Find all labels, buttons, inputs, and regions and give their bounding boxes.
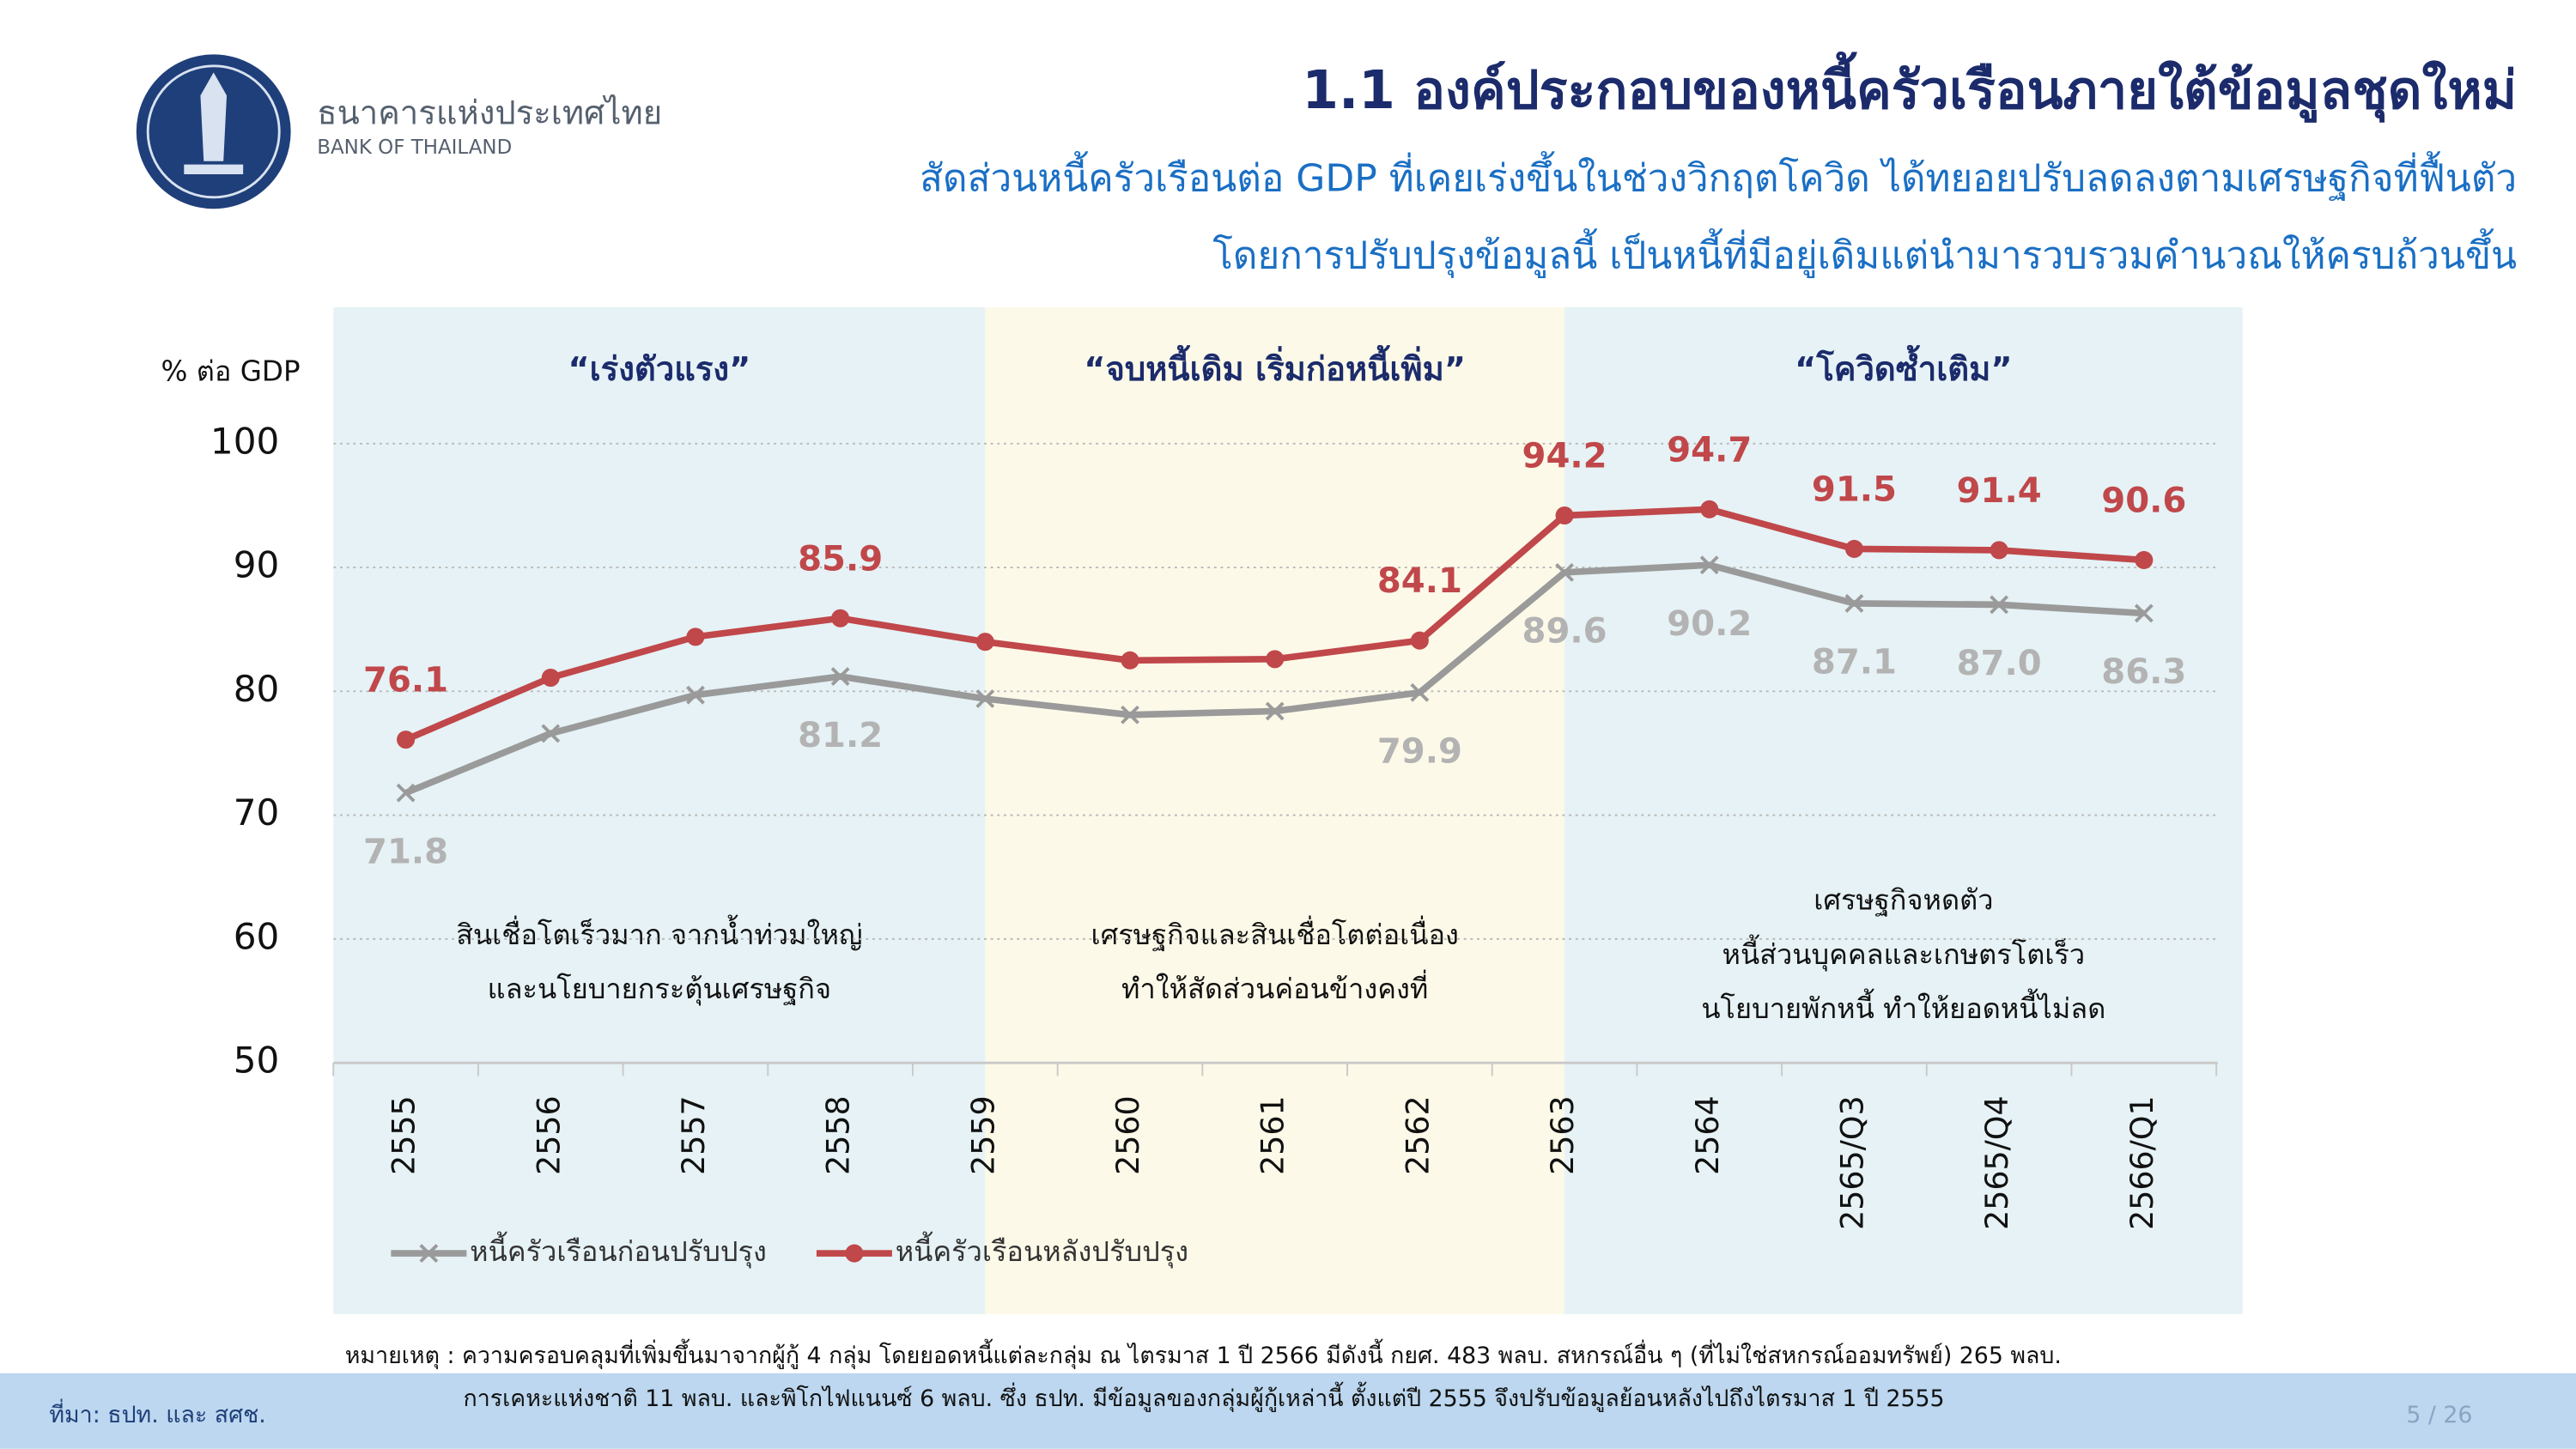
period-note: เศรษฐกิจและสินเชื่อโตต่อเนื่อง bbox=[1091, 915, 1458, 952]
subtitle: โดยการปรับปรุงข้อมูลนี้ เป็นหนี้ที่มีอยู… bbox=[1212, 228, 2517, 279]
period-band bbox=[1564, 307, 2243, 1314]
legend-label: หนี้ครัวเรือนหลังปรับปรุง bbox=[896, 1231, 1188, 1269]
data-label: 89.6 bbox=[1522, 612, 1607, 652]
x-tick-label: 2563 bbox=[1544, 1095, 1581, 1175]
y-tick-label: 50 bbox=[234, 1040, 280, 1082]
bank-name-th: ธนาคารแห่งประเทศไทย bbox=[317, 94, 662, 133]
x-tick-label: 2565/Q3 bbox=[1833, 1095, 1870, 1229]
data-label: 90.2 bbox=[1667, 604, 1752, 644]
point bbox=[1990, 595, 2009, 615]
point bbox=[1121, 705, 1139, 724]
data-label: 91.5 bbox=[1812, 470, 1897, 509]
x-tick-label: 2561 bbox=[1255, 1095, 1291, 1175]
data-label: 94.7 bbox=[1667, 430, 1752, 470]
x-tick-label: 2562 bbox=[1399, 1095, 1436, 1175]
data-label: 71.8 bbox=[363, 832, 448, 871]
legend-marker bbox=[845, 1244, 864, 1263]
data-label: 84.1 bbox=[1377, 561, 1462, 601]
logo-ring bbox=[146, 64, 281, 199]
point bbox=[1700, 500, 1719, 518]
point bbox=[397, 731, 416, 749]
point bbox=[396, 783, 416, 803]
point bbox=[830, 667, 850, 686]
y-tick-label: 70 bbox=[234, 791, 280, 834]
period-label: “โควิดซ้ำเติม” bbox=[1795, 345, 2012, 389]
x-tick-label: 2559 bbox=[964, 1095, 1001, 1175]
point bbox=[975, 633, 994, 652]
data-label: 81.2 bbox=[798, 716, 883, 755]
y-axis-label: % ต่อ GDP bbox=[161, 355, 300, 388]
logo bbox=[136, 54, 291, 209]
title: 1.1 องค์ประกอบของหนี้ครัวเรือนภายใต้ข้อม… bbox=[1302, 52, 2517, 123]
point bbox=[1410, 631, 1429, 650]
data-label: 87.0 bbox=[1957, 644, 2042, 683]
point bbox=[1266, 650, 1285, 669]
legend-marker bbox=[419, 1244, 439, 1263]
point bbox=[1410, 682, 1430, 702]
point bbox=[686, 685, 705, 705]
subtitle: สัดส่วนหนี้ครัวเรือนต่อ GDP ที่เคยเร่งขึ… bbox=[920, 151, 2517, 201]
x-tick-label: 2556 bbox=[530, 1095, 567, 1175]
point bbox=[1844, 539, 1863, 558]
point bbox=[541, 668, 560, 688]
source: ที่มา: ธปท. และ สศช. bbox=[49, 1398, 265, 1428]
y-tick-label: 80 bbox=[234, 668, 280, 710]
legend-label: หนี้ครัวเรือนก่อนปรับปรุง bbox=[470, 1231, 767, 1269]
period-label: “เร่งตัวแรง” bbox=[568, 350, 750, 389]
x-tick-label: 2555 bbox=[386, 1095, 422, 1175]
period-note: หนี้ส่วนบุคคลและเกษตรโตเร็ว bbox=[1722, 934, 2086, 972]
point bbox=[1121, 651, 1139, 670]
logo-figure bbox=[184, 72, 244, 175]
data-label: 76.1 bbox=[363, 661, 448, 700]
y-tick-label: 60 bbox=[234, 915, 280, 957]
period-note: และนโยบายกระตุ้นเศรษฐกิจ bbox=[488, 973, 831, 1006]
x-tick-label: 2565/Q4 bbox=[1978, 1095, 2015, 1229]
point bbox=[1555, 562, 1574, 582]
y-tick-label: 100 bbox=[210, 420, 279, 462]
data-label: 86.3 bbox=[2101, 652, 2186, 692]
bank-name-en: BANK OF THAILAND bbox=[317, 136, 512, 159]
data-label: 87.1 bbox=[1812, 643, 1897, 682]
point bbox=[2134, 603, 2154, 623]
point bbox=[975, 689, 995, 708]
x-tick-label: 2560 bbox=[1109, 1095, 1146, 1175]
x-tick-label: 2558 bbox=[820, 1095, 857, 1175]
period-note: นโยบายพักหนี้ ทำให้ยอดหนี้ไม่ลด bbox=[1701, 988, 2105, 1025]
period-note: ทำให้สัดส่วนค่อนข้างคงที่ bbox=[1121, 969, 1428, 1005]
period-band bbox=[333, 307, 986, 1314]
x-tick-label: 2566/Q1 bbox=[2123, 1095, 2160, 1229]
point bbox=[831, 609, 850, 627]
x-tick-label: 2557 bbox=[675, 1095, 712, 1175]
data-label: 94.2 bbox=[1522, 437, 1607, 476]
data-label: 90.6 bbox=[2101, 481, 2186, 520]
point bbox=[1990, 541, 2008, 560]
point bbox=[541, 724, 561, 743]
period-note: เศรษฐกิจหดตัว bbox=[1814, 884, 1993, 918]
point bbox=[1844, 594, 1864, 613]
point bbox=[2135, 550, 2154, 569]
period-band bbox=[985, 307, 1565, 1314]
point bbox=[1555, 506, 1574, 525]
footer-bar bbox=[0, 1373, 2576, 1449]
period-label: “จบหนี้เดิม เริ่มก่อหนี้เพิ่ม” bbox=[1084, 345, 1466, 389]
data-label: 91.4 bbox=[1957, 471, 2042, 511]
footnote: หมายเหตุ : ความครอบคลุมที่เพิ่มขึ้นมาจาก… bbox=[345, 1339, 2062, 1369]
page-number: 5 / 26 bbox=[2406, 1402, 2472, 1428]
y-tick-label: 90 bbox=[234, 544, 280, 586]
data-label: 79.9 bbox=[1377, 732, 1462, 772]
x-tick-label: 2564 bbox=[1689, 1095, 1726, 1175]
point bbox=[1699, 555, 1719, 575]
point bbox=[1265, 701, 1285, 721]
footnote: การเคหะแห่งชาติ 11 พลบ. และพิโกไฟแนนซ์ 6… bbox=[464, 1382, 1945, 1412]
period-note: สินเชื่อโตเร็วมาก จากน้ำท่วมใหญ่ bbox=[456, 914, 863, 951]
data-label: 85.9 bbox=[798, 539, 883, 579]
point bbox=[686, 627, 705, 646]
